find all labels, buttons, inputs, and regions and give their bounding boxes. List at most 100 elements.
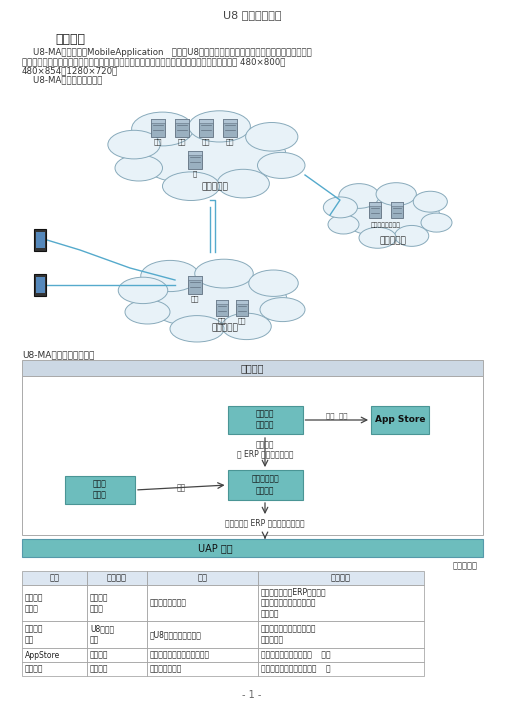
Bar [223,119,237,137]
Text: - 1 -: - 1 - [242,690,262,700]
Ellipse shape [339,183,379,208]
Ellipse shape [222,313,271,340]
Bar [35,232,44,248]
Text: 移移移移: 移移移移 [241,363,264,373]
Text: 公司系统
管理员: 公司系统 管理员 [90,593,109,613]
Bar [175,119,189,123]
Text: 移 ERP 移移移移移移移: 移 ERP 移移移移移移移 [237,449,293,458]
Bar [258,621,424,648]
Text: U8-MA移动应用（MobileApplication   ）是为U8供给基于智能终端的客户端移动应用，让用户能够: U8-MA移动应用（MobileApplication ）是为U8供给基于智能终… [22,48,312,57]
Text: 移移移移: 移移移移 [256,440,274,449]
Text: 受权: 受权 [154,138,162,145]
Ellipse shape [170,316,224,342]
Ellipse shape [376,183,416,206]
Ellipse shape [245,123,298,151]
Bar [22,621,87,648]
Bar [199,119,213,123]
Bar [22,648,87,662]
Text: 安装在移动终端: 安装在移动终端 [150,665,182,673]
Text: 移动应用
服务器: 移动应用 服务器 [25,593,43,613]
Ellipse shape [394,226,429,246]
Text: 手机客户端程序的下载、    升级: 手机客户端程序的下载、 升级 [261,650,331,660]
Bar [151,119,165,137]
Ellipse shape [323,197,358,218]
Bar [87,621,147,648]
Bar [147,662,258,676]
Text: 移移  移移: 移移 移移 [326,412,347,418]
Ellipse shape [118,277,168,303]
Text: 移移移移移移: 移移移移移移 [251,475,279,483]
Text: 移移移移移 ERP 移移移移移移移移: 移移移移移 ERP 移移移移移移移移 [225,518,305,527]
Bar [188,151,202,169]
Bar [65,476,135,504]
Text: 480×854；1280×720。: 480×854；1280×720。 [22,66,118,75]
Text: U8-MA私有云部署的架构: U8-MA私有云部署的架构 [22,350,94,359]
Bar [147,585,258,621]
Text: 移动应用: 移动应用 [55,33,85,46]
Bar [87,571,147,585]
Bar [227,406,302,434]
Bar [22,360,483,376]
Bar [258,648,424,662]
Bar [87,585,147,621]
Bar [369,202,381,218]
Text: 移移移移: 移移移移 [256,410,274,418]
Bar [147,621,258,648]
Bar [236,300,248,304]
Bar [223,119,237,123]
Bar [199,119,213,137]
Bar [22,662,87,676]
Text: 应用: 应用 [238,317,246,323]
Text: 优普公有云: 优普公有云 [201,182,228,191]
Text: 受权: 受权 [218,317,226,323]
Text: 部署: 部署 [197,573,208,583]
Ellipse shape [413,191,447,212]
Text: 接入: 接入 [191,295,199,301]
Ellipse shape [249,270,298,296]
Text: 使用角色: 使用角色 [107,573,127,583]
Text: AppStore: AppStore [25,650,60,660]
Bar [22,571,87,585]
Text: 移动应用: 移动应用 [25,665,43,673]
Bar [22,539,483,557]
Bar [216,300,228,316]
Text: 系统: 系统 [49,573,60,583]
Text: U8系统管
理员: U8系统管 理员 [90,625,114,645]
Text: 主要功能: 主要功能 [331,573,351,583]
Ellipse shape [163,172,220,201]
Ellipse shape [108,130,160,159]
Bar [151,119,165,123]
Text: 账户: 账户 [178,138,186,145]
Bar [34,274,46,296]
Bar [258,662,424,676]
Bar [369,202,381,206]
Text: 与U8安装在公司的机器: 与U8安装在公司的机器 [150,630,202,639]
Bar [34,229,46,251]
Ellipse shape [260,298,305,321]
Bar [22,376,483,535]
Bar [258,585,424,621]
Ellipse shape [217,169,269,198]
Bar [147,571,258,585]
Text: 增值应用增值应用: 增值应用增值应用 [371,222,401,228]
Text: 移动应用
管理: 移动应用 管理 [25,625,43,645]
Ellipse shape [132,112,193,146]
Ellipse shape [189,111,250,142]
Ellipse shape [340,192,439,238]
Bar [216,300,228,304]
Bar [188,151,202,155]
Text: 社会公有云: 社会公有云 [380,236,407,245]
Ellipse shape [258,152,305,178]
Bar [227,470,302,500]
Bar [87,662,147,676]
Text: 联: 联 [193,170,197,176]
Text: 移移移移: 移移移移 [256,486,274,496]
Ellipse shape [421,213,452,232]
Bar [147,648,258,662]
Ellipse shape [195,259,253,288]
Text: App Store: App Store [375,416,425,425]
Text: 计费: 计费 [202,138,210,145]
Text: U8-MA采纳的云部署模式: U8-MA采纳的云部署模式 [22,75,103,84]
Ellipse shape [143,271,287,329]
Text: 苹果网站、用友移动应用中心: 苹果网站、用友移动应用中心 [150,650,210,660]
